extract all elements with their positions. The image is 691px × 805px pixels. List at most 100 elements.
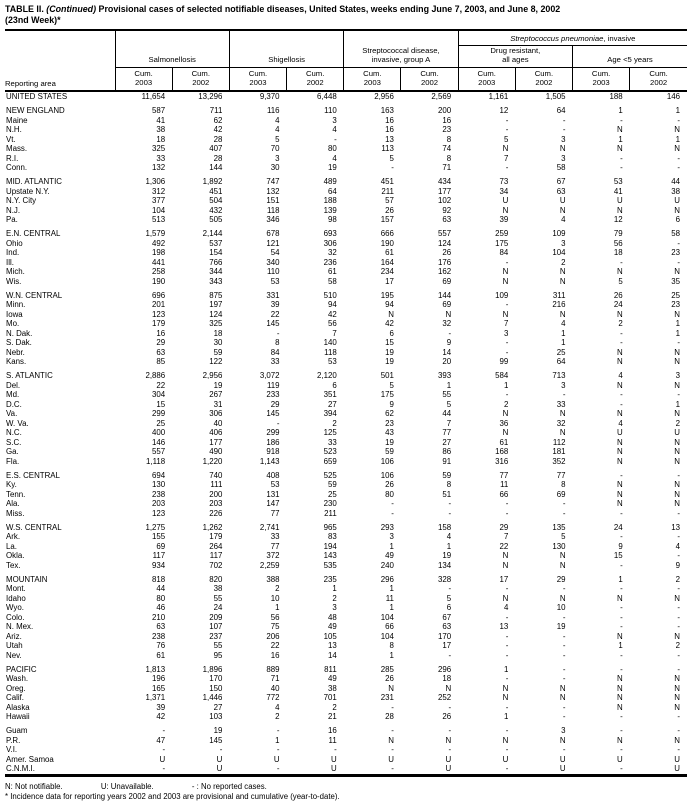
value-cell: 1 <box>618 134 623 144</box>
table-row: Nev. 61 95 16 14 1 - - - - - <box>5 651 687 661</box>
value-cell: 17 <box>499 574 509 584</box>
value-cell: - <box>562 712 566 721</box>
reporting-area-cell: Mass. <box>6 144 28 153</box>
value-cell: U <box>502 754 509 764</box>
table-header: Salmonellosis Shigellosis Streptococcal … <box>5 30 687 92</box>
value-cell: 889 <box>266 664 280 674</box>
reporting-area-cell: E.N. CENTRAL <box>6 229 61 238</box>
value-cell: 285 <box>380 664 394 674</box>
value-cell: - <box>677 584 680 593</box>
value-cell: - <box>562 664 566 674</box>
value-cell: 234 <box>380 267 394 276</box>
table-row: Amer. Samoa U U U U U U U U U U <box>5 755 687 765</box>
value-cell: 32 <box>327 248 337 257</box>
table-row: Guam - 19 - 16 - - - 3 - - <box>5 726 687 736</box>
reporting-area-cell: Ala. <box>6 499 20 508</box>
value-cell: 12 <box>613 215 623 224</box>
value-cell: 26 <box>385 205 394 215</box>
value-cell: - <box>677 664 680 674</box>
value-cell: 1 <box>675 399 680 409</box>
value-cell: 965 <box>323 522 337 532</box>
value-cell: 33 <box>156 153 166 163</box>
value-cell: - <box>448 702 452 712</box>
value-cell: 56 <box>327 319 337 328</box>
value-cell: N <box>559 735 566 745</box>
value-cell: N <box>674 447 680 456</box>
value-cell: 9 <box>675 560 680 570</box>
value-cell: 525 <box>323 470 337 480</box>
value-cell: 238 <box>152 489 166 499</box>
reporting-area-cell: N.H. <box>6 125 22 134</box>
value-cell: 106 <box>380 470 394 480</box>
value-cell: - <box>505 499 509 508</box>
cum-year-header: Cum. 2002 <box>400 67 459 92</box>
value-cell: U <box>216 764 223 773</box>
value-cell: 1 <box>503 712 509 721</box>
value-cell: 1 <box>675 328 680 338</box>
value-cell: 15 <box>385 338 394 347</box>
value-cell: 29 <box>556 574 566 584</box>
value-cell: 145 <box>209 735 223 745</box>
value-cell: 432 <box>209 205 223 215</box>
value-cell: 19 <box>385 437 394 447</box>
reporting-area-cell: Upstate N.Y. <box>6 186 50 196</box>
reporting-area-cell: Ga. <box>6 447 19 456</box>
value-cell: 2,259 <box>259 560 280 570</box>
value-cell: 766 <box>209 257 223 267</box>
value-cell: N <box>388 309 394 319</box>
value-cell: 105 <box>323 631 337 641</box>
value-cell: 132 <box>152 163 166 172</box>
value-cell: 19 <box>556 622 566 631</box>
value-cell: 875 <box>209 290 223 300</box>
value-cell: 325 <box>209 319 223 328</box>
value-cell: - <box>620 153 623 163</box>
value-cell: 1,579 <box>145 229 166 238</box>
reporting-area-cell: N. Mex. <box>6 622 34 631</box>
value-cell: N <box>445 735 452 745</box>
value-cell: N <box>617 447 623 456</box>
reporting-area-cell: Wash. <box>6 674 29 683</box>
value-cell: 48 <box>327 612 337 622</box>
value-cell: 29 <box>499 522 509 532</box>
value-cell: - <box>620 650 623 660</box>
value-cell: 27 <box>327 399 337 409</box>
value-cell: 264 <box>209 541 223 551</box>
value-cell: 19 <box>213 726 223 735</box>
value-cell: 32 <box>556 418 566 428</box>
reporting-area-cell: MID. ATLANTIC <box>6 177 62 186</box>
value-cell: 143 <box>323 551 337 560</box>
reporting-area-cell: Vt. <box>6 134 16 144</box>
value-cell: 157 <box>380 215 394 224</box>
value-cell: - <box>505 584 509 593</box>
value-cell: 61 <box>156 650 166 660</box>
value-cell: 1,505 <box>545 92 566 101</box>
value-cell: N <box>502 309 509 319</box>
value-cell: 77 <box>270 541 280 551</box>
value-cell: 49 <box>327 622 337 631</box>
value-cell: 64 <box>556 357 566 366</box>
reporting-area-cell: Mo. <box>6 319 20 328</box>
value-cell: 116 <box>266 106 280 115</box>
value-cell: 713 <box>552 371 566 380</box>
value-cell: 113 <box>381 144 394 153</box>
value-cell: 4 <box>561 319 566 328</box>
reporting-area-cell: N.Y. City <box>6 196 37 205</box>
value-cell: 306 <box>209 409 223 418</box>
value-cell: 3 <box>561 726 566 735</box>
value-cell: 17 <box>442 641 452 650</box>
value-cell: 711 <box>209 106 223 115</box>
value-cell: 4 <box>503 603 509 612</box>
value-cell: 230 <box>323 499 337 508</box>
value-cell: 146 <box>152 437 166 447</box>
value-cell: N <box>617 409 623 418</box>
value-cell: 59 <box>327 480 337 489</box>
value-cell: 102 <box>437 196 452 205</box>
value-cell: 104 <box>552 248 566 257</box>
value-cell: 122 <box>209 357 223 366</box>
value-cell: 351 <box>323 390 337 399</box>
cum-year-header: Cum. 2003 <box>457 67 516 92</box>
value-cell: 186 <box>266 437 280 447</box>
reporting-area-cell: Miss. <box>6 508 25 518</box>
value-cell: 535 <box>323 560 337 570</box>
value-cell: - <box>562 508 566 518</box>
